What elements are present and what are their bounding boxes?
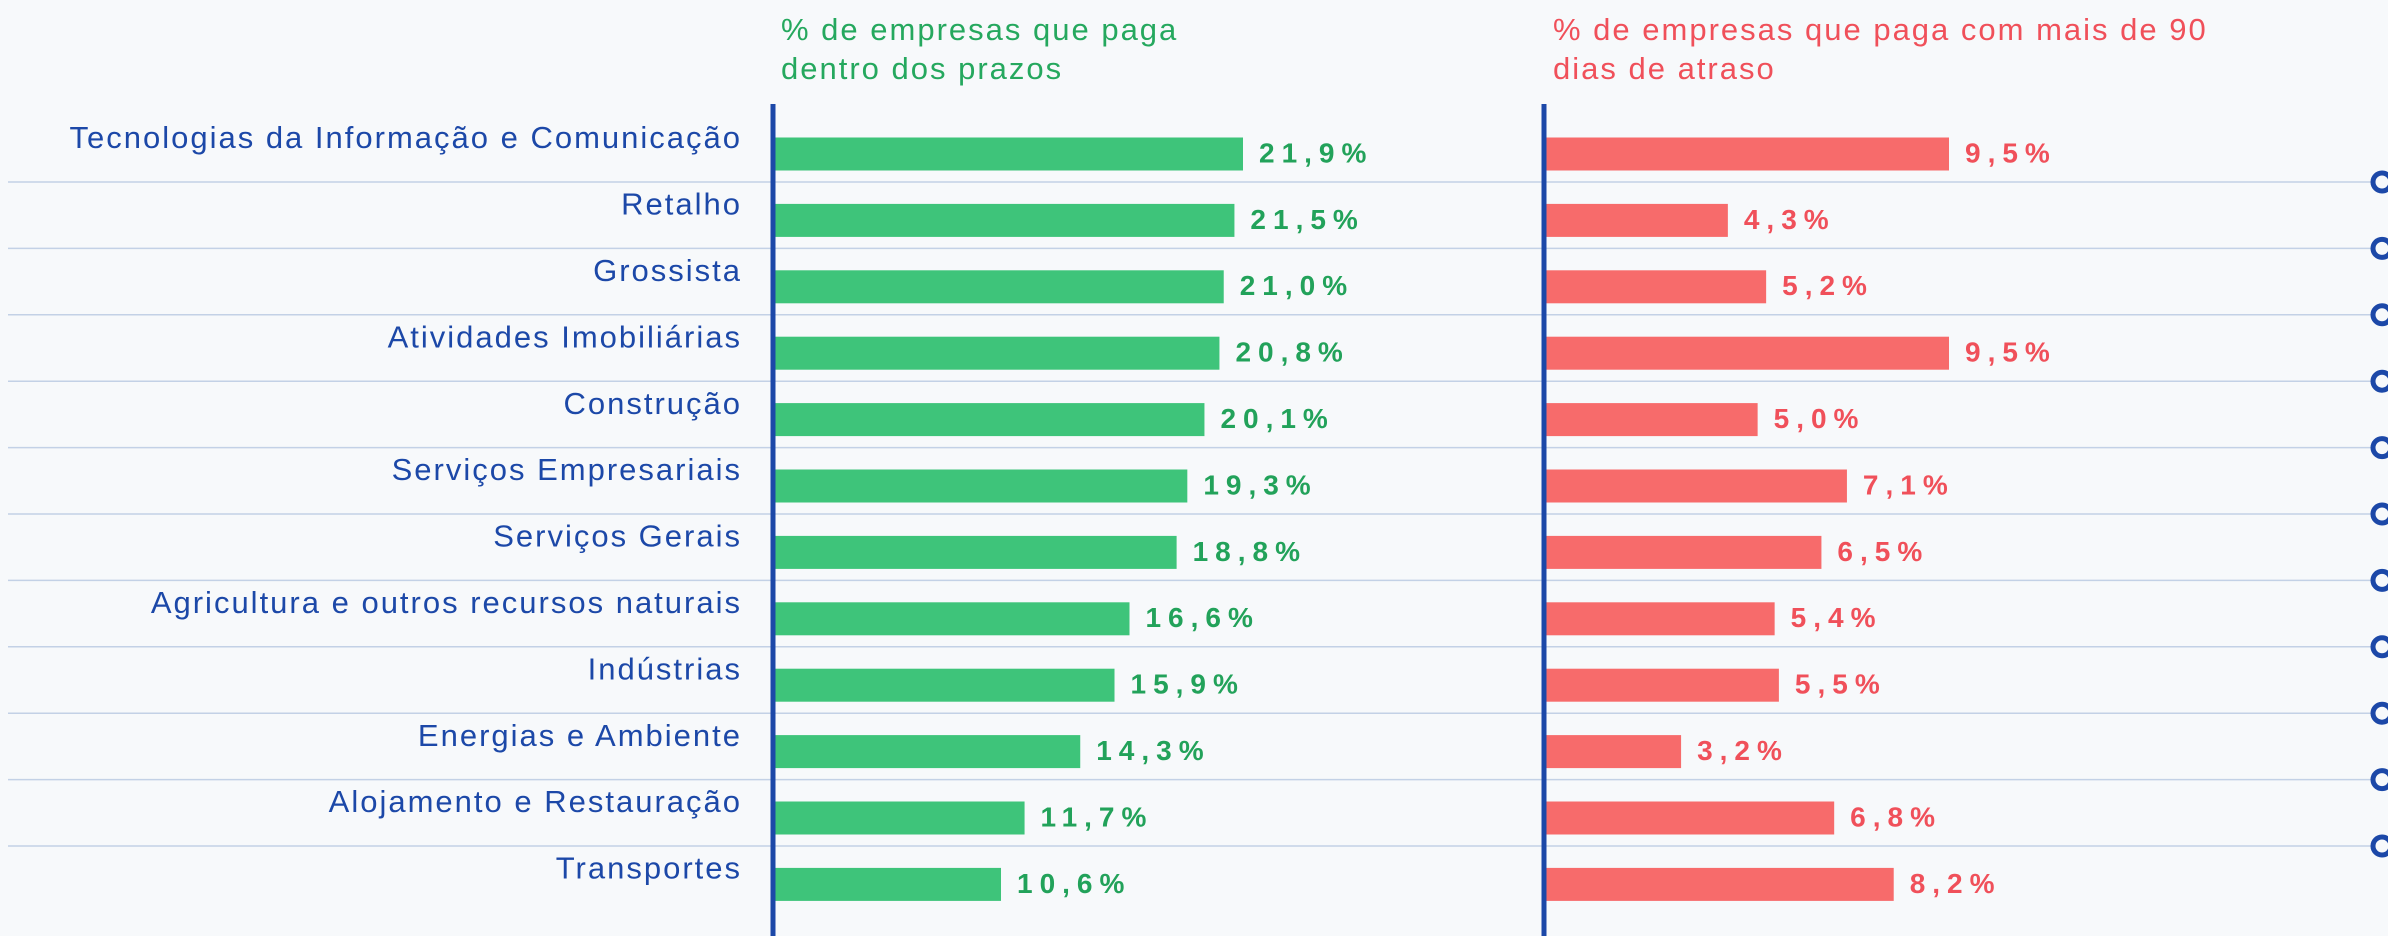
value-label: 7,1% — [1863, 469, 1955, 500]
bar — [774, 403, 1205, 437]
bar — [774, 469, 1188, 503]
value-label: 6,5% — [1837, 536, 1929, 567]
bar — [1545, 403, 1758, 437]
row-marker — [2370, 568, 2388, 592]
series-title: % de empresas que paga com mais de 90 di… — [1553, 12, 2208, 86]
category-label: Retalho — [621, 187, 742, 222]
value-label: 5,5% — [1795, 669, 1887, 700]
value-label: 20,8% — [1235, 337, 1349, 368]
series-title: % de empresas que paga dentro dos prazos — [781, 12, 1179, 86]
bar — [1545, 602, 1775, 636]
category-label: Serviços Gerais — [493, 519, 742, 554]
bar — [774, 270, 1224, 304]
bar — [1545, 137, 1949, 171]
bar — [1545, 801, 1835, 835]
row-marker — [2370, 236, 2388, 260]
value-label: 6,8% — [1850, 801, 1942, 832]
category-label: Grossista — [593, 253, 742, 288]
value-label: 4,3% — [1744, 204, 1836, 235]
value-label: 5,4% — [1791, 602, 1883, 633]
row-marker — [2370, 369, 2388, 393]
bar — [1545, 270, 1767, 304]
value-label: 10,6% — [1017, 868, 1131, 899]
value-label: 8,2% — [1910, 868, 2002, 899]
category-label: Agricultura e outros recursos naturais — [151, 585, 742, 620]
bar — [1545, 668, 1779, 702]
bar — [1545, 535, 1822, 569]
bar — [1545, 867, 1894, 901]
value-label: 20,1% — [1220, 403, 1334, 434]
bar — [774, 336, 1220, 370]
value-label: 5,2% — [1782, 270, 1874, 301]
value-label: 9,5% — [1965, 137, 2057, 168]
bar — [774, 203, 1235, 237]
bar — [774, 137, 1243, 171]
bar — [1545, 735, 1682, 769]
category-label: Serviços Empresariais — [392, 452, 742, 487]
value-label: 3,2% — [1697, 735, 1789, 766]
row-marker — [2370, 635, 2388, 659]
value-label: 21,9% — [1259, 137, 1373, 168]
row-marker — [2370, 303, 2388, 327]
bar — [774, 735, 1081, 769]
row-marker — [2370, 834, 2388, 858]
bar — [774, 867, 1002, 901]
bar — [1545, 469, 1847, 503]
category-label: Transportes — [556, 851, 742, 886]
row-marker — [2370, 436, 2388, 460]
value-label: 19,3% — [1203, 469, 1317, 500]
value-label: 21,0% — [1240, 270, 1354, 301]
value-label: 16,6% — [1145, 602, 1259, 633]
value-label: 9,5% — [1965, 337, 2057, 368]
value-label: 14,3% — [1096, 735, 1210, 766]
category-label: Indústrias — [588, 651, 742, 686]
category-label: Alojamento e Restauração — [329, 784, 742, 819]
bar — [774, 602, 1130, 636]
bar — [774, 668, 1115, 702]
bar — [1545, 203, 1728, 237]
category-label: Construção — [563, 386, 742, 421]
category-label: Atividades Imobiliárias — [388, 319, 742, 354]
value-label: 11,7% — [1041, 801, 1154, 832]
category-label: Energias e Ambiente — [418, 718, 742, 753]
value-label: 21,5% — [1250, 204, 1364, 235]
row-marker — [2370, 502, 2388, 526]
row-marker — [2370, 768, 2388, 792]
row-marker — [2370, 170, 2388, 194]
bar — [774, 535, 1177, 569]
bar — [1545, 336, 1949, 370]
category-label: Tecnologias da Informação e Comunicação — [69, 120, 742, 155]
value-label: 18,8% — [1193, 536, 1307, 567]
value-label: 5,0% — [1774, 403, 1866, 434]
value-label: 15,9% — [1131, 669, 1245, 700]
bar — [774, 801, 1025, 835]
row-marker — [2370, 701, 2388, 725]
